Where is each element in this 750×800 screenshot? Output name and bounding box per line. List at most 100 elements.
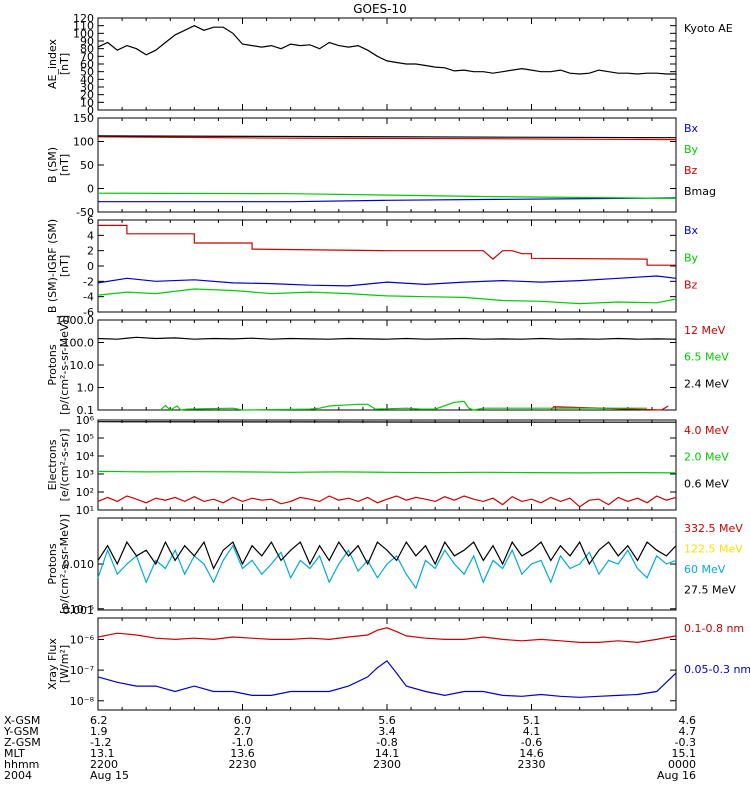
- y-tick-label: 10³: [76, 468, 94, 481]
- y-tick-label: 6: [87, 214, 94, 227]
- time-axis-value: Aug 15: [90, 769, 129, 782]
- series-line-2-0-mev: [97, 470, 677, 474]
- y-tick-label: 30: [80, 81, 94, 94]
- y-axis-label: B (SM): [46, 147, 59, 183]
- series-line-2-4-mev: [97, 336, 677, 340]
- y-tick-label: 1000.0: [56, 314, 95, 327]
- y-tick-label: 0: [87, 104, 94, 117]
- y-axis-label: [W/m²]: [58, 645, 71, 683]
- y-tick-label: 150: [73, 112, 94, 125]
- y-tick-label: 50: [80, 159, 94, 172]
- time-axis-value: -1.0: [232, 736, 253, 749]
- panel-bdiff: -6 -4 -2 0 2 4 6 B (SM)-IGRF (SM) [nT] Bx By Bz: [46, 214, 699, 319]
- y-tick-label: -6: [83, 306, 94, 319]
- series-line-bx: [97, 275, 677, 287]
- time-axis-value: 14.6: [519, 747, 544, 760]
- time-axis-value: Aug 16: [657, 769, 696, 782]
- series-line-by: [97, 288, 677, 305]
- legend-label: 332.5 MeV: [684, 522, 743, 535]
- y-axis-label: Xray Flux: [46, 638, 59, 690]
- legend-label: By: [684, 251, 699, 264]
- panel-electrons: 10¹ 10² 10³ 10⁴ 10⁵ 10⁶ Electrons [e/(cm²-s-sr)…: [46, 414, 729, 517]
- time-axis-value: 5.1: [523, 714, 541, 727]
- y-axis-label: [nT]: [58, 255, 71, 277]
- row-label: Z-GSM: [4, 736, 41, 749]
- time-axis-value: -1.2: [90, 736, 111, 749]
- row-label: hhmm: [4, 758, 39, 771]
- time-axis-value: 0000: [668, 758, 696, 771]
- legend-label: By: [684, 143, 699, 156]
- panel-protons_low: 0.1 1.0 10.0 100.0 1000.0 Protons [p/(cm²-s-sr…: [46, 314, 729, 417]
- y-tick-label: 1.0: [77, 382, 95, 395]
- y-tick-label: 10²: [76, 486, 94, 499]
- y-tick-label: -4: [83, 291, 94, 304]
- y-tick-label: 40: [80, 73, 94, 86]
- y-axis-label: Electrons: [46, 439, 59, 490]
- legend-label: 2.4 MeV: [684, 377, 729, 390]
- panel-frame: [97, 419, 677, 511]
- y-tick-label: 2: [87, 245, 94, 258]
- y-tick-label: 90: [80, 35, 94, 48]
- y-tick-label: 60: [80, 58, 94, 71]
- panel-bsm: -50 0 50 100 150 B (SM) [nT] Bx By Bz Bmag: [46, 112, 716, 219]
- y-tick-label: 120: [73, 12, 94, 25]
- y-tick-label: -50: [76, 206, 94, 219]
- time-axis-value: 2200: [90, 758, 118, 771]
- time-axis-value: 6.0: [234, 714, 252, 727]
- time-axis-value: -0.3: [675, 736, 696, 749]
- y-tick-label: 70: [80, 50, 94, 63]
- y-tick-label: 10: [80, 96, 94, 109]
- y-tick-label: 10⁵: [76, 432, 94, 445]
- legend-label: Kyoto AE: [684, 22, 733, 35]
- legend-label: Bmag: [684, 185, 716, 198]
- series-line-0-6-mev: [97, 421, 677, 423]
- y-tick-label: 10¹: [76, 504, 94, 517]
- y-tick-label: 10⁶: [76, 414, 95, 427]
- legend-label: 0.05-0.3 nm: [684, 663, 750, 676]
- time-axis-value: 2.7: [234, 725, 252, 738]
- y-axis-label: B (SM)-IGRF (SM): [46, 219, 59, 313]
- row-label: Y-GSM: [3, 725, 39, 738]
- time-axis-value: -0.6: [521, 736, 542, 749]
- y-tick-label: 100.0: [63, 337, 95, 350]
- panel-protons_high: 0.001 0.010 Protons [p/(cm²-s-sr-MeV)] 332.5…: [46, 514, 743, 617]
- series-line-bmag: [97, 135, 677, 139]
- y-tick-label: 10.0: [70, 359, 95, 372]
- series-line-0-05-0-3-nm: [97, 660, 677, 698]
- row-label: MLT: [4, 747, 25, 760]
- panel-xray: 10⁻⁸ 10⁻⁷ 10⁻⁶ 10⁻⁵ Xray Flux [W/m²] 0.1-0.8 n…: [46, 603, 750, 711]
- time-axis-value: -0.8: [376, 736, 397, 749]
- row-label: X-GSM: [4, 714, 40, 727]
- series-line-by: [97, 192, 677, 199]
- time-axis-value: 5.6: [378, 714, 396, 727]
- time-axis-value: 15.1: [672, 747, 697, 760]
- y-tick-label: 10⁴: [76, 450, 95, 463]
- legend-label: 2.0 MeV: [684, 451, 729, 464]
- y-tick-label: 10⁻⁶: [70, 633, 95, 646]
- legend-label: Bx: [684, 122, 699, 135]
- series-line-bz: [97, 136, 677, 141]
- legend-label: 122.5 MeV: [684, 543, 743, 556]
- time-axis-value: 3.4: [378, 725, 396, 738]
- series-line-27-5-mev: [97, 540, 677, 570]
- y-tick-label: 0.1: [77, 404, 95, 417]
- legend-label: Bz: [684, 164, 698, 177]
- y-tick-label: 0.010: [63, 558, 95, 571]
- series-line-kyoto-ae: [97, 25, 676, 75]
- legend-label: 6.5 MeV: [684, 351, 729, 364]
- y-tick-label: 10⁻⁷: [70, 664, 94, 677]
- time-axis-value: 6.2: [90, 714, 108, 727]
- time-axis-value: 14.1: [375, 747, 400, 760]
- y-axis-label: [nT]: [58, 154, 71, 176]
- series-line-4-0-mev: [97, 495, 677, 508]
- panel-frame: [97, 17, 677, 111]
- y-axis-label: Protons: [46, 344, 59, 385]
- time-axis-value: 13.1: [90, 747, 115, 760]
- y-axis-label: [p/(cm²-s-sr-MeV)]: [58, 315, 71, 415]
- time-axis-value: 4.7: [679, 725, 697, 738]
- y-tick-label: 100: [73, 27, 94, 40]
